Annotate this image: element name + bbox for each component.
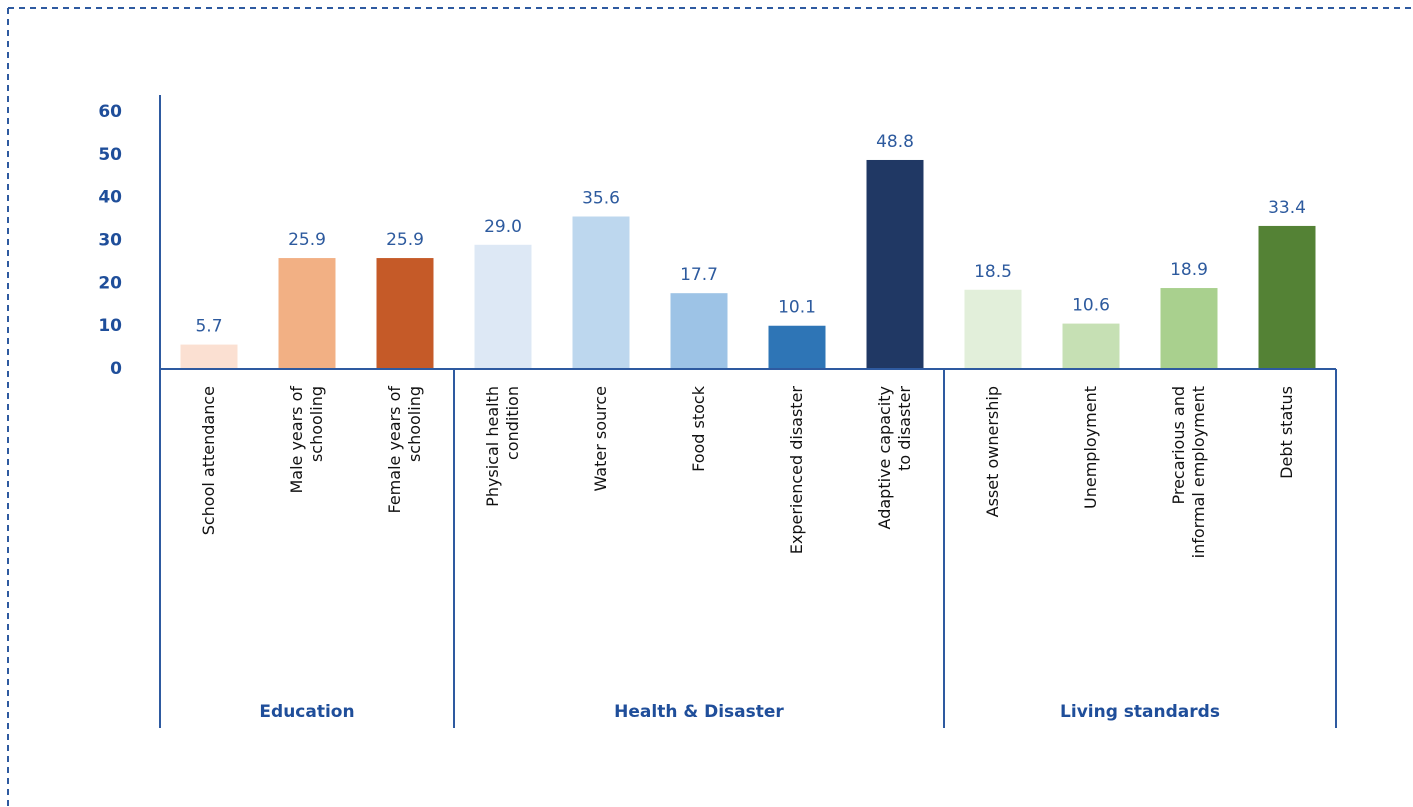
value-label: 35.6 bbox=[582, 189, 620, 209]
x-tick-label-line: Debt status bbox=[1277, 386, 1296, 479]
x-tick-label-line: Female years of bbox=[385, 386, 404, 514]
x-tick-label: Physical healthcondition bbox=[483, 386, 522, 507]
x-tick-label-line: Physical health bbox=[483, 386, 502, 507]
group-label: Health & Disaster bbox=[614, 702, 784, 722]
group-label: Education bbox=[259, 702, 354, 722]
x-tick-label: Experienced disaster bbox=[787, 386, 806, 555]
x-tick-label: Adaptive capacityto disaster bbox=[875, 386, 914, 530]
bar bbox=[572, 216, 630, 369]
y-tick-label: 10 bbox=[98, 316, 122, 336]
value-label: 18.5 bbox=[974, 262, 1012, 282]
x-tick-label: Debt status bbox=[1277, 386, 1296, 479]
x-tick-label: School attendance bbox=[199, 386, 218, 535]
bar bbox=[474, 244, 532, 369]
y-tick-label: 20 bbox=[98, 273, 122, 293]
bar bbox=[376, 258, 434, 369]
value-label: 25.9 bbox=[386, 230, 424, 250]
x-tick-label: Precarious andinformal employment bbox=[1169, 386, 1208, 558]
x-tick-label-line: Male years of bbox=[287, 386, 306, 494]
y-tick-label: 30 bbox=[98, 231, 122, 251]
x-tick-label: Water source bbox=[591, 386, 610, 492]
value-label: 5.7 bbox=[195, 317, 222, 337]
x-tick-label-line: Water source bbox=[591, 386, 610, 492]
x-tick-label-line: schooling bbox=[405, 386, 424, 462]
group-label: Living standards bbox=[1060, 702, 1220, 722]
x-tick-label-line: informal employment bbox=[1189, 386, 1208, 558]
x-tick-label-line: School attendance bbox=[199, 386, 218, 535]
bar bbox=[278, 258, 336, 369]
x-tick-label-line: Unemployment bbox=[1081, 386, 1100, 509]
x-tick-label-line: Experienced disaster bbox=[787, 386, 806, 555]
bar bbox=[964, 289, 1022, 369]
x-tick-label: Unemployment bbox=[1081, 386, 1100, 509]
x-tick-label: Female years ofschooling bbox=[385, 386, 424, 514]
x-tick-label-line: Food stock bbox=[689, 385, 708, 472]
x-tick-label: Asset ownership bbox=[983, 386, 1002, 517]
value-label: 18.9 bbox=[1170, 260, 1208, 280]
value-label: 29.0 bbox=[484, 217, 522, 237]
value-label: 10.1 bbox=[778, 298, 816, 318]
x-tick-label-line: Adaptive capacity bbox=[875, 386, 894, 529]
bar bbox=[1160, 288, 1218, 369]
y-tick-label: 0 bbox=[110, 359, 122, 379]
value-label: 17.7 bbox=[680, 265, 718, 285]
value-label: 48.8 bbox=[876, 132, 914, 152]
x-tick-label-line: schooling bbox=[307, 386, 326, 462]
bar bbox=[1062, 323, 1120, 369]
y-tick-label: 50 bbox=[98, 145, 122, 165]
bar bbox=[670, 293, 728, 369]
x-tick-label: Food stock bbox=[689, 385, 708, 472]
x-tick-label: Male years ofschooling bbox=[287, 386, 326, 494]
x-tick-label-line: to disaster bbox=[895, 386, 914, 471]
y-tick-label: 40 bbox=[98, 188, 122, 208]
x-tick-label-line: Asset ownership bbox=[983, 386, 1002, 517]
bar bbox=[768, 325, 826, 369]
bar bbox=[180, 344, 238, 369]
value-label: 25.9 bbox=[288, 230, 326, 250]
value-label: 33.4 bbox=[1268, 198, 1306, 218]
y-tick-label: 60 bbox=[98, 102, 122, 122]
x-tick-label-line: condition bbox=[503, 386, 522, 460]
bar bbox=[1258, 225, 1316, 369]
bar bbox=[866, 159, 924, 369]
x-tick-label-line: Precarious and bbox=[1169, 386, 1188, 505]
value-label: 10.6 bbox=[1072, 296, 1110, 316]
